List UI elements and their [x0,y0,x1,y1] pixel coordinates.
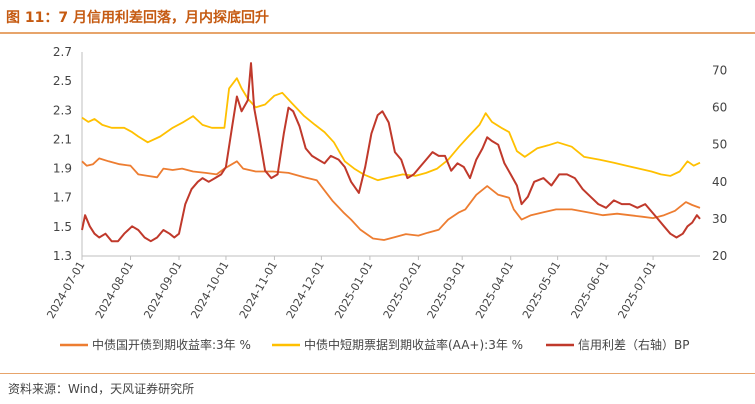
y-left-tick-label: 1.3 [53,249,72,263]
source-note: 资料来源：Wind，天风证券研究所 [8,382,195,396]
y-left-tick-label: 1.5 [53,220,72,234]
x-tick-label: 2025-05-01 [520,259,563,321]
x-tick-label: 2025-02-01 [381,259,424,321]
y-left-tick-label: 1.9 [53,162,72,176]
series-line-3 [81,62,701,243]
y-left-tick-label: 2.7 [53,45,72,59]
series-line-1 [81,157,701,241]
x-tick-label: 2024-12-01 [284,259,327,321]
line-chart: 2.7 2.5 2.3 2.1 1.9 1.7 1.5 1.3 70 60 50 40 30 20 2024… [44,45,727,352]
x-tick-label: 2025-03-01 [425,259,468,321]
y-left-tick-label: 2.3 [53,103,72,117]
y-right-tick-label: 50 [712,138,727,152]
y-right-tick-label: 30 [712,212,727,226]
y-left-tick-label: 1.7 [53,191,72,205]
title-divider [0,32,755,34]
x-tick-label: 2024-08-01 [93,259,136,321]
y-left-tick-label: 2.1 [53,132,72,146]
x-tick-label: 2024-07-01 [44,259,87,321]
x-tick-label: 2025-07-01 [615,259,658,321]
x-tick-label: 2024-10-01 [188,259,231,321]
y-right-tick-label: 60 [712,101,727,115]
x-tick-label: 2024-09-01 [141,259,184,321]
legend-label-3: 信用利差（右轴）BP [578,337,689,352]
legend-label-2: 中债中短期票据到期收益率(AA+):3年 % [304,337,523,352]
legend-label-1: 中债国开债到期收益率:3年 % [92,337,251,352]
series-line-2 [81,77,701,182]
title-bar: 图 11：7 月信用利差回落，月内探底回升 [0,0,755,34]
footer-divider [0,373,755,374]
y-right-tick-label: 40 [712,175,727,189]
y-left-tick-label: 2.5 [53,74,72,88]
page-title: 图 11：7 月信用利差回落，月内探底回升 [6,10,269,26]
y-right-tick-label: 20 [712,249,727,263]
x-tick-label: 2025-06-01 [568,259,611,321]
y-right-tick-label: 70 [712,64,727,78]
x-tick-label: 2024-11-01 [237,259,280,321]
x-tick-label: 2025-01-01 [332,259,375,321]
x-tick-label: 2025-04-01 [473,259,516,321]
